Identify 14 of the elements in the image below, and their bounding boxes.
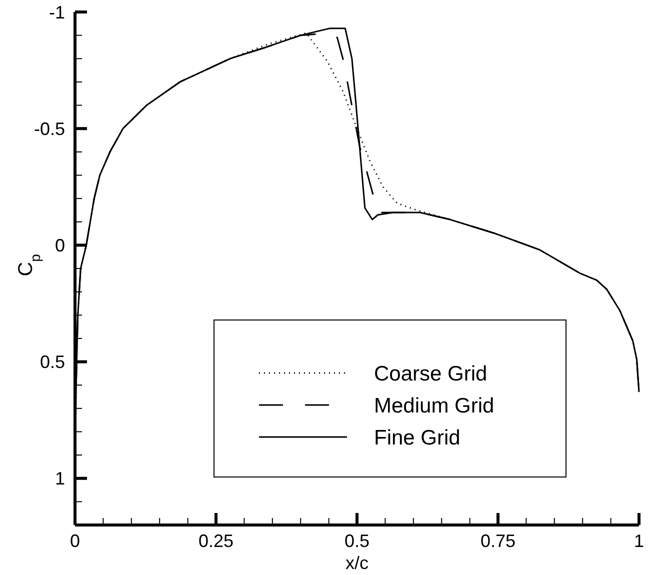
x-tick-label: 1 — [634, 531, 644, 551]
x-axis-title: x/c — [345, 553, 369, 573]
x-tick-label: 0.5 — [344, 531, 370, 551]
y-tick-label: 0.5 — [40, 352, 65, 372]
y-tick-label: -0.5 — [34, 118, 65, 139]
legend-label: Coarse Grid — [374, 362, 488, 386]
x-tick-label: 0.75 — [480, 531, 516, 551]
legend-label: Medium Grid — [374, 394, 494, 418]
y-tick-label: -1 — [48, 2, 65, 22]
y-tick-label: 1 — [54, 468, 65, 489]
x-tick-label: 0 — [70, 531, 80, 551]
x-tick-label: 0.25 — [198, 531, 234, 551]
legend-label: Fine Grid — [374, 426, 460, 450]
y-tick-label: 0 — [54, 235, 65, 256]
